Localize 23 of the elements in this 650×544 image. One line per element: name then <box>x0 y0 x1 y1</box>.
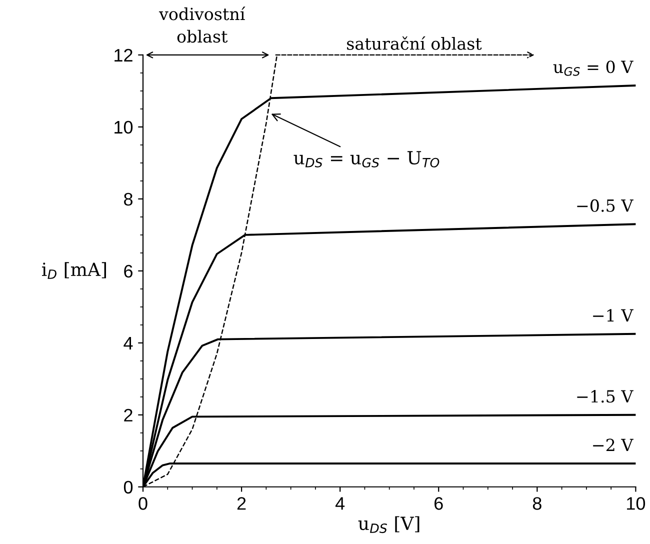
y-tick-label: 0 <box>124 480 133 494</box>
x-tick-label: 8 <box>532 497 542 510</box>
y-tick-label: 4 <box>124 337 133 350</box>
series-label: −2 V <box>593 438 634 452</box>
x-tick-label: 6 <box>434 497 443 510</box>
series-label: −1 V <box>593 309 634 322</box>
y-tick-label: 10 <box>114 120 133 134</box>
text: vodivostní oblast <box>158 6 246 43</box>
y-tick-label: 8 <box>124 192 132 206</box>
y-tick-label: 6 <box>124 264 132 278</box>
text: saturační oblast <box>347 36 482 50</box>
x-tick-label: 10 <box>627 497 646 510</box>
y-tick-label: 2 <box>124 408 132 422</box>
x-tick-label: 2 <box>237 497 246 510</box>
y-tick-label: 12 <box>114 48 132 62</box>
series-label: −0.5 V <box>577 199 634 212</box>
annotation: u$_{DS}$ = u$_{GS}$ − U$_{TO}$ <box>294 151 440 168</box>
x-axis-title: u$_{DS}$ [V] <box>358 516 420 534</box>
y-axis-title: i$_{D}$ [mA] <box>42 262 106 279</box>
series-label: u$_{GS}$ = 0 V <box>553 60 634 76</box>
x-tick-label: 4 <box>335 497 345 510</box>
x-tick-label: 0 <box>138 497 148 510</box>
series-label: −1.5 V <box>577 390 634 403</box>
